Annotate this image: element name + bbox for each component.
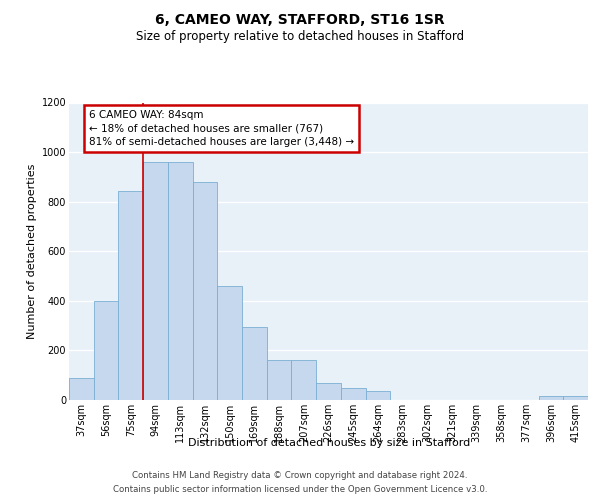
Y-axis label: Number of detached properties: Number of detached properties: [28, 164, 37, 339]
Bar: [168, 162, 193, 400]
Bar: [563, 396, 588, 400]
Bar: [69, 378, 94, 400]
Bar: [539, 396, 563, 400]
Bar: [242, 327, 267, 400]
Text: Distribution of detached houses by size in Stafford: Distribution of detached houses by size …: [188, 438, 470, 448]
Bar: [143, 162, 168, 400]
Bar: [118, 190, 143, 400]
Text: 6 CAMEO WAY: 84sqm
← 18% of detached houses are smaller (767)
81% of semi-detach: 6 CAMEO WAY: 84sqm ← 18% of detached hou…: [89, 110, 354, 147]
Bar: [316, 382, 341, 400]
Bar: [365, 392, 390, 400]
Text: Contains public sector information licensed under the Open Government Licence v3: Contains public sector information licen…: [113, 484, 487, 494]
Text: 6, CAMEO WAY, STAFFORD, ST16 1SR: 6, CAMEO WAY, STAFFORD, ST16 1SR: [155, 12, 445, 26]
Bar: [217, 286, 242, 400]
Bar: [193, 182, 217, 400]
Bar: [292, 360, 316, 400]
Bar: [341, 388, 365, 400]
Bar: [267, 360, 292, 400]
Text: Size of property relative to detached houses in Stafford: Size of property relative to detached ho…: [136, 30, 464, 43]
Bar: [94, 301, 118, 400]
Text: Contains HM Land Registry data © Crown copyright and database right 2024.: Contains HM Land Registry data © Crown c…: [132, 472, 468, 480]
